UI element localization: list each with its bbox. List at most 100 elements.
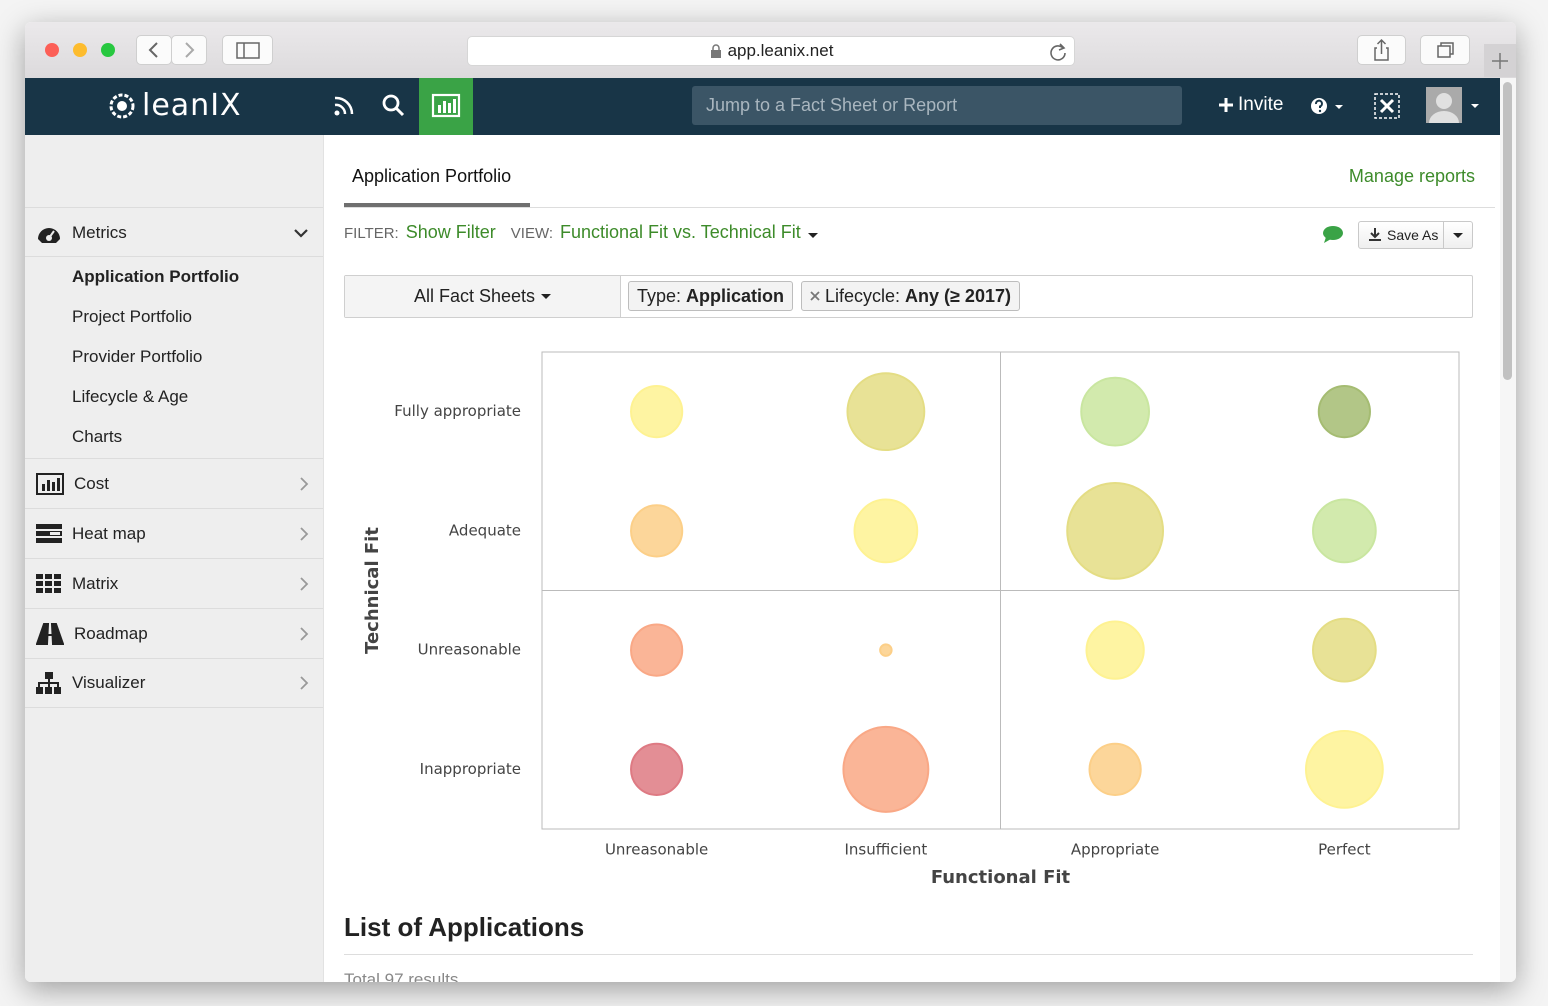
scope-dropdown[interactable]: All Fact Sheets xyxy=(345,276,621,317)
cost-icon xyxy=(36,472,64,495)
submenu-item[interactable]: Charts xyxy=(72,427,123,446)
y-tick-label: Fully appropriate xyxy=(394,402,521,420)
section-label: Heat map xyxy=(72,523,146,543)
bubble[interactable] xyxy=(842,725,930,813)
download-icon xyxy=(1369,228,1381,241)
save-as-button[interactable]: Save As xyxy=(1358,221,1473,249)
scrollbar-thumb[interactable] xyxy=(1503,82,1512,380)
submenu-item[interactable]: Project Portfolio xyxy=(72,307,192,326)
forward-button[interactable] xyxy=(171,35,207,65)
bubble[interactable] xyxy=(630,742,684,796)
filter-bar xyxy=(344,275,1473,318)
section-label: Matrix xyxy=(72,573,119,593)
expand-icon xyxy=(294,228,308,238)
chip-key: Type: xyxy=(637,285,682,306)
bubble[interactable] xyxy=(1304,729,1384,809)
scope-caret xyxy=(541,294,552,299)
feed-icon[interactable] xyxy=(333,94,357,118)
metrics-icon xyxy=(38,227,60,243)
reports-button[interactable] xyxy=(419,78,473,135)
bubble[interactable] xyxy=(630,623,684,677)
chip-value: Any (≥ 2017) xyxy=(905,285,1011,306)
tabs-button[interactable] xyxy=(1420,35,1470,65)
visualizer-section[interactable]: Visualizer xyxy=(25,658,323,708)
submenu-item[interactable]: Provider Portfolio xyxy=(72,347,203,366)
filter-chip[interactable]: Lifecycle: Any (≥ 2017) xyxy=(801,281,1020,311)
heatmap-icon xyxy=(36,523,62,543)
metrics-section[interactable]: Metrics xyxy=(25,207,323,257)
view-link[interactable]: Functional Fit vs. Technical Fit xyxy=(560,222,801,242)
bubble[interactable] xyxy=(846,372,926,452)
matrix-section[interactable]: Matrix xyxy=(25,558,323,608)
bubble[interactable] xyxy=(879,643,893,657)
list-title: List of Applications xyxy=(344,912,585,942)
roadmap-section[interactable]: Roadmap xyxy=(25,608,323,658)
bubble[interactable] xyxy=(630,385,684,439)
fullscreen-icon[interactable] xyxy=(1373,92,1401,120)
bubble[interactable] xyxy=(1088,742,1142,796)
x-tick-label: Perfect xyxy=(1318,841,1371,859)
url-text: app.leanix.net xyxy=(727,41,834,60)
new-tab-button[interactable] xyxy=(1484,44,1516,77)
scope-text: All Fact Sheets xyxy=(413,286,536,306)
invite-button[interactable]: Invite xyxy=(1218,94,1283,116)
logo[interactable]: leanIX xyxy=(108,88,242,123)
bubble[interactable] xyxy=(630,504,684,558)
minimize-button[interactable] xyxy=(73,43,87,57)
filter-label: FILTER: xyxy=(344,225,399,242)
chevron xyxy=(300,576,309,591)
bubble[interactable] xyxy=(1066,481,1165,580)
section-label: Cost xyxy=(74,473,109,493)
visualizer-icon xyxy=(36,672,61,694)
user-menu[interactable] xyxy=(1426,87,1484,125)
back-button[interactable] xyxy=(136,35,172,65)
window-content: app.leanix.net leanIX Jump to a Fact She… xyxy=(25,22,1516,982)
chevron xyxy=(300,676,309,690)
bubble[interactable] xyxy=(1312,617,1377,683)
filter-chip[interactable]: Type: Application xyxy=(628,281,794,311)
save-as-dropdown[interactable] xyxy=(1443,222,1472,248)
forward-icon xyxy=(185,42,195,58)
bubble[interactable] xyxy=(1312,498,1377,564)
reload-icon[interactable] xyxy=(1046,40,1070,64)
divider xyxy=(25,256,323,257)
chevron xyxy=(300,476,309,491)
comment-icon[interactable] xyxy=(1322,224,1344,244)
show-filter-link[interactable]: Show Filter xyxy=(405,222,496,242)
bubble[interactable] xyxy=(853,498,919,564)
zoom-button[interactable] xyxy=(101,43,115,57)
search-input[interactable]: Jump to a Fact Sheet or Report xyxy=(692,86,1182,125)
bubble[interactable] xyxy=(1085,620,1145,680)
x-axis-title: Functional Fit xyxy=(931,867,1071,888)
heatmap-section[interactable]: Heat map xyxy=(25,508,323,558)
tab-underline xyxy=(344,203,530,207)
bubble[interactable] xyxy=(1317,385,1371,439)
y-tick-label: Unreasonable xyxy=(418,641,521,659)
help-menu[interactable] xyxy=(1309,94,1349,118)
section-label: Roadmap xyxy=(74,623,148,643)
share-button[interactable] xyxy=(1357,35,1406,65)
submenu-item[interactable]: Application Portfolio xyxy=(72,267,240,286)
bubble[interactable] xyxy=(1080,376,1150,447)
view-caret[interactable] xyxy=(807,233,818,238)
sidebar-toggle[interactable] xyxy=(222,35,273,65)
address-bar[interactable]: app.leanix.net xyxy=(467,36,1075,66)
sidebar-icon xyxy=(236,42,260,59)
manage-reports-link[interactable]: Manage reports xyxy=(1348,166,1475,186)
chip-value: Application xyxy=(686,285,785,306)
chip-key: Lifecycle: xyxy=(825,285,901,306)
search-icon[interactable] xyxy=(381,93,407,119)
report-tab[interactable]: Application Portfolio xyxy=(352,166,512,186)
submenu-item[interactable]: Lifecycle & Age xyxy=(72,387,189,406)
close-button[interactable] xyxy=(45,43,59,57)
divider xyxy=(344,954,1473,955)
cost-section[interactable]: Cost xyxy=(25,458,323,508)
matrix-icon xyxy=(36,573,61,593)
x-tick-label: Unreasonable xyxy=(605,841,708,859)
dropdown-caret xyxy=(1453,232,1463,238)
roadmap-icon xyxy=(36,622,64,645)
remove-chip-icon[interactable] xyxy=(810,291,820,301)
lock-icon xyxy=(710,44,721,58)
x-tick-label: Insufficient xyxy=(844,841,927,859)
